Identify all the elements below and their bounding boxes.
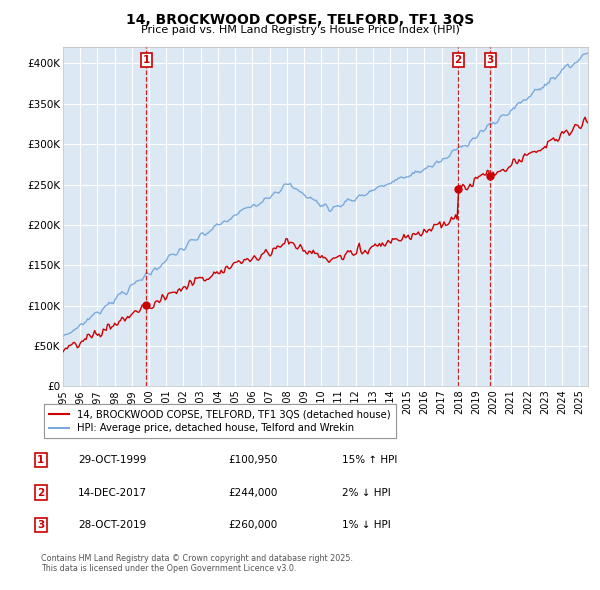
Text: 29-OCT-1999: 29-OCT-1999 [78, 455, 146, 465]
Text: £244,000: £244,000 [228, 488, 277, 497]
Legend: 14, BROCKWOOD COPSE, TELFORD, TF1 3QS (detached house), HPI: Average price, deta: 14, BROCKWOOD COPSE, TELFORD, TF1 3QS (d… [44, 404, 395, 438]
Text: 15% ↑ HPI: 15% ↑ HPI [342, 455, 397, 465]
Text: 28-OCT-2019: 28-OCT-2019 [78, 520, 146, 530]
Text: Price paid vs. HM Land Registry's House Price Index (HPI): Price paid vs. HM Land Registry's House … [140, 25, 460, 35]
Text: 1: 1 [37, 455, 44, 465]
Text: £260,000: £260,000 [228, 520, 277, 530]
Text: 3: 3 [487, 55, 494, 65]
Text: Contains HM Land Registry data © Crown copyright and database right 2025.
This d: Contains HM Land Registry data © Crown c… [41, 554, 353, 573]
Text: 2: 2 [455, 55, 462, 65]
Text: 2% ↓ HPI: 2% ↓ HPI [342, 488, 391, 497]
Text: 2: 2 [37, 488, 44, 497]
Text: 14, BROCKWOOD COPSE, TELFORD, TF1 3QS: 14, BROCKWOOD COPSE, TELFORD, TF1 3QS [126, 13, 474, 27]
Text: £100,950: £100,950 [228, 455, 277, 465]
Text: 3: 3 [37, 520, 44, 530]
Text: 1% ↓ HPI: 1% ↓ HPI [342, 520, 391, 530]
Text: 14-DEC-2017: 14-DEC-2017 [78, 488, 147, 497]
Text: 1: 1 [143, 55, 150, 65]
